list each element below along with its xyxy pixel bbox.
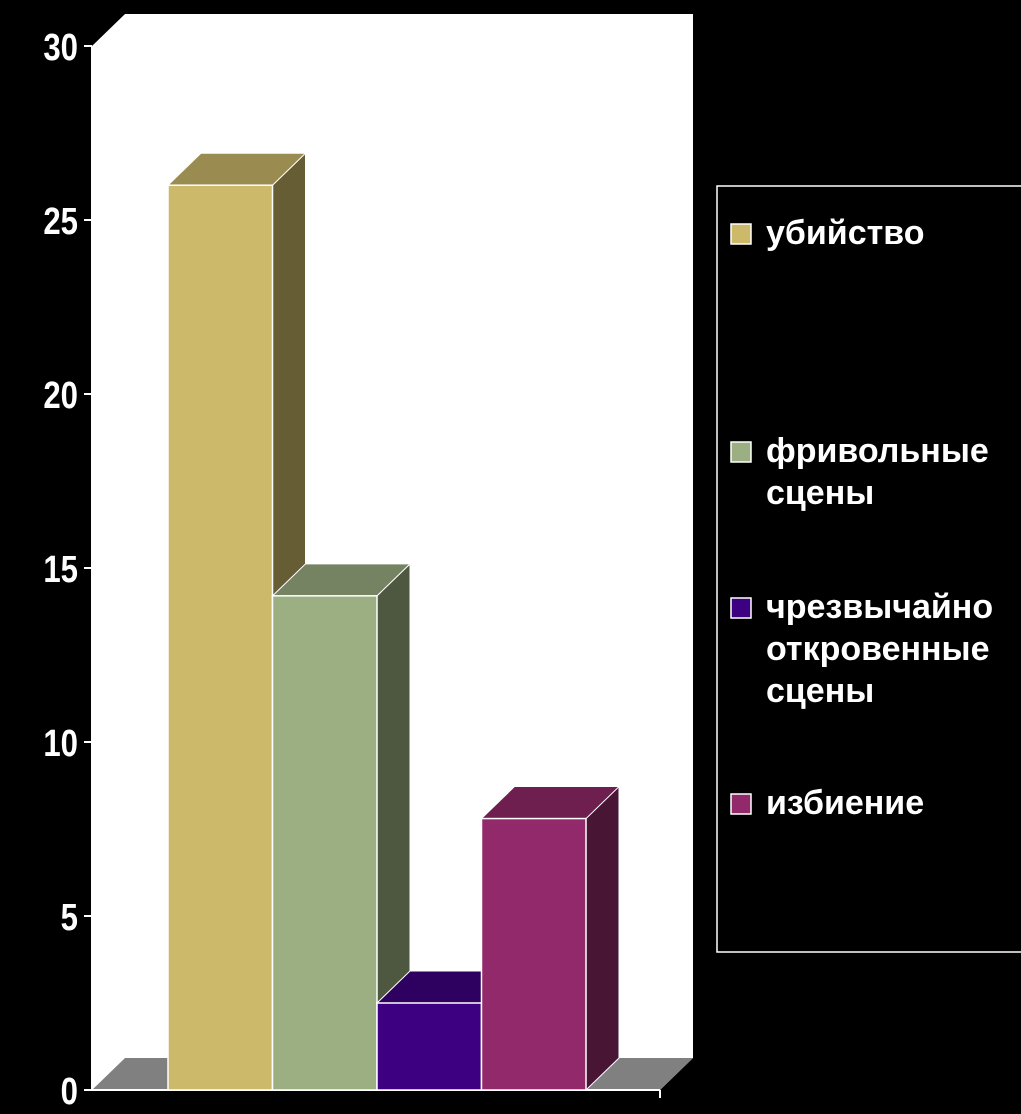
legend-item-1: убийство — [730, 214, 925, 252]
legend-label: фривольные сцены — [766, 432, 989, 512]
legend-label-line: откровенные — [766, 630, 990, 668]
legend-label-line: сцены — [766, 672, 874, 710]
legend-swatch — [730, 597, 752, 619]
y-tick-label: 25 — [43, 201, 78, 243]
legend-label: чрезвычайно откровенные сцены — [766, 588, 993, 710]
legend-label-line: сцены — [766, 474, 874, 512]
y-tick-label: 5 — [61, 897, 78, 939]
legend-swatch — [730, 223, 752, 245]
bar-side — [585, 785, 620, 1092]
legend: убийство фривольные сцены чрезвычайно откров… — [716, 185, 1021, 953]
bar-front — [167, 184, 274, 1091]
legend-label: избиение — [766, 784, 924, 822]
bar-4 — [480, 785, 621, 1092]
bar-2 — [271, 562, 412, 1092]
legend-label-line: чрезвычайно — [766, 588, 993, 626]
bars — [166, 152, 621, 1092]
y-tick-label: 15 — [43, 549, 78, 591]
y-tick-label: 20 — [43, 375, 78, 417]
y-tick-label: 30 — [43, 27, 78, 69]
legend-label-line: убийство — [766, 214, 925, 252]
y-tick-label: 0 — [61, 1071, 78, 1113]
legend-item-3: чрезвычайно откровенные сцены — [730, 588, 993, 710]
legend-swatch — [730, 793, 752, 815]
legend-label-line: фривольные — [766, 432, 989, 470]
bar-front — [376, 1002, 483, 1091]
legend-item-4: избиение — [730, 784, 924, 822]
bar-front — [271, 595, 378, 1091]
bar-front — [480, 817, 587, 1091]
legend-label: убийство — [766, 214, 925, 252]
legend-item-2: фривольные сцены — [730, 432, 989, 512]
bar-1 — [166, 152, 307, 1092]
y-tick-label: 10 — [43, 723, 78, 765]
legend-box — [716, 185, 1021, 953]
legend-label-line: избиение — [766, 784, 924, 822]
legend-swatch — [730, 441, 752, 463]
